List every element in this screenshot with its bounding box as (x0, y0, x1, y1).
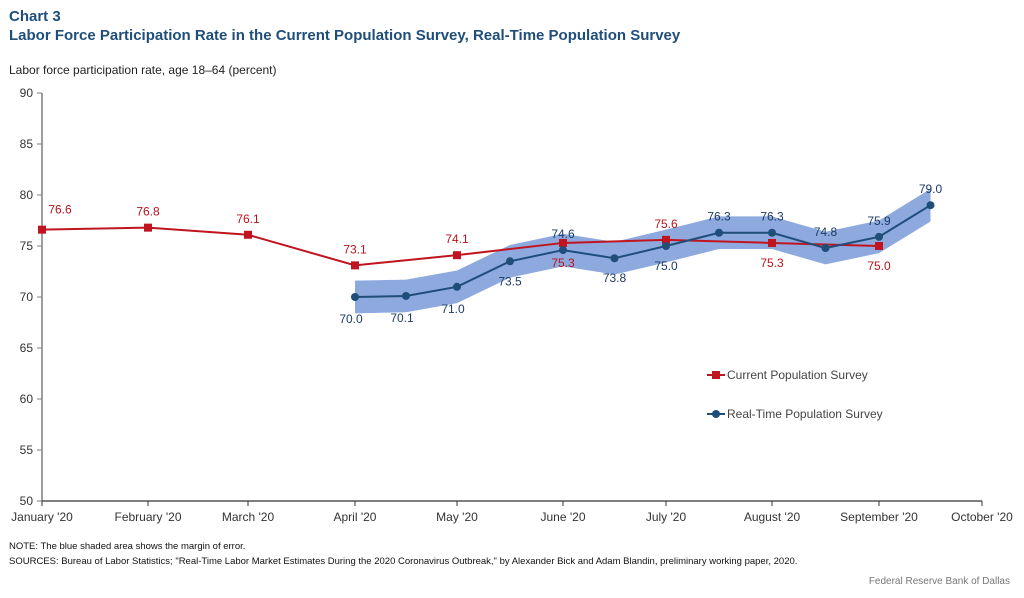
rtps-line (354, 204, 932, 298)
rtps-data-label: 74.6 (551, 227, 575, 241)
axes: 50 55 60 65 70 75 80 85 90 January '20 February '2… (11, 86, 1013, 524)
rtps-marker (662, 242, 670, 250)
rtps-data-label: 79.0 (919, 182, 943, 196)
cps-data-label: 76.6 (48, 203, 72, 217)
y-tick-label: 75 (20, 239, 34, 253)
rtps-data-label: 74.8 (814, 225, 838, 239)
cps-data-label: 73.1 (343, 242, 367, 256)
cps-marker (144, 223, 152, 232)
rtps-data-label: 71.0 (441, 302, 465, 316)
cps-data-label: 75.3 (551, 256, 575, 270)
y-tick-label: 55 (20, 443, 34, 457)
x-tick-label: September '20 (840, 510, 918, 524)
rtps-data-label: 73.5 (498, 274, 522, 288)
cps-data-label: 74.1 (445, 232, 469, 246)
cps-marker (768, 238, 776, 247)
cps-data-label: 76.8 (136, 205, 160, 219)
y-tick-label: 65 (20, 341, 34, 355)
rtps-marker (453, 282, 461, 291)
footnote-note: NOTE: The blue shaded area shows the mar… (9, 541, 246, 552)
legend-rtps-label: Real-Time Population Survey (727, 407, 883, 421)
source-credit: Federal Reserve Bank of Dallas (868, 576, 1010, 587)
y-tick-label: 80 (20, 188, 34, 202)
y-tick-label: 50 (20, 494, 34, 508)
y-tick-label: 60 (20, 392, 34, 406)
rtps-data-label: 73.8 (603, 271, 627, 285)
legend-cps-marker (712, 371, 720, 379)
x-tick-label: August '20 (744, 510, 801, 524)
rtps-marker (715, 228, 723, 237)
rtps-marker (402, 291, 410, 300)
cps-data-label: 75.0 (867, 259, 891, 273)
cps-marker (453, 251, 461, 260)
rtps-marker (926, 201, 935, 210)
x-tick-label: January '20 (11, 510, 73, 524)
y-tick-label: 90 (20, 86, 34, 100)
chart-title: Labor Force Participation Rate in the Cu… (9, 27, 681, 44)
legend-rtps-marker (712, 410, 720, 418)
cps-data-label: 75.6 (654, 217, 678, 231)
footnote-sources: SOURCES: Bureau of Labor Statistics; "Re… (9, 556, 798, 567)
cps-marker (351, 261, 359, 270)
x-tick-label: October '20 (951, 510, 1013, 524)
cps-marker (38, 225, 46, 234)
cps-marker (875, 242, 883, 250)
rtps-marker (610, 254, 619, 263)
cps-marker (662, 235, 670, 244)
rtps-marker (768, 228, 776, 237)
cps-data-label: 76.1 (236, 212, 260, 226)
rtps-data-label: 70.0 (339, 312, 363, 326)
rtps-marker (875, 232, 883, 241)
y-axis-caption: Labor force participation rate, age 18–6… (9, 63, 277, 77)
rtps-marker (351, 293, 359, 301)
x-tick-label: June '20 (541, 510, 586, 524)
data-labels: 76.6 76.8 76.1 73.1 74.1 75.3 75.6 75.3 75.0 70.0… (48, 182, 942, 326)
series-layer (38, 201, 935, 301)
rtps-data-label: 76.3 (707, 210, 731, 224)
rtps-data-label: 70.1 (390, 311, 414, 325)
x-tick-label: February '20 (115, 510, 182, 524)
y-tick-label: 85 (20, 137, 34, 151)
x-tick-label: July '20 (646, 510, 687, 524)
rtps-marker (559, 246, 567, 255)
rtps-data-label: 75.0 (654, 259, 678, 273)
rtps-marker (506, 257, 514, 266)
cps-marker (244, 230, 252, 239)
rtps-data-label: 76.3 (760, 210, 784, 224)
x-tick-label: March '20 (222, 510, 275, 524)
cps-data-label: 75.3 (760, 256, 784, 270)
cps-marker (559, 238, 567, 247)
legend: Current Population Survey Real-Time Popul… (707, 368, 883, 421)
rtps-marker (821, 244, 830, 253)
rtps-data-label: 75.9 (867, 214, 891, 228)
y-tick-label: 70 (20, 290, 34, 304)
chart-number: Chart 3 (9, 8, 61, 25)
legend-cps-label: Current Population Survey (727, 368, 868, 382)
x-tick-label: April '20 (334, 510, 377, 524)
x-tick-label: May '20 (436, 510, 478, 524)
